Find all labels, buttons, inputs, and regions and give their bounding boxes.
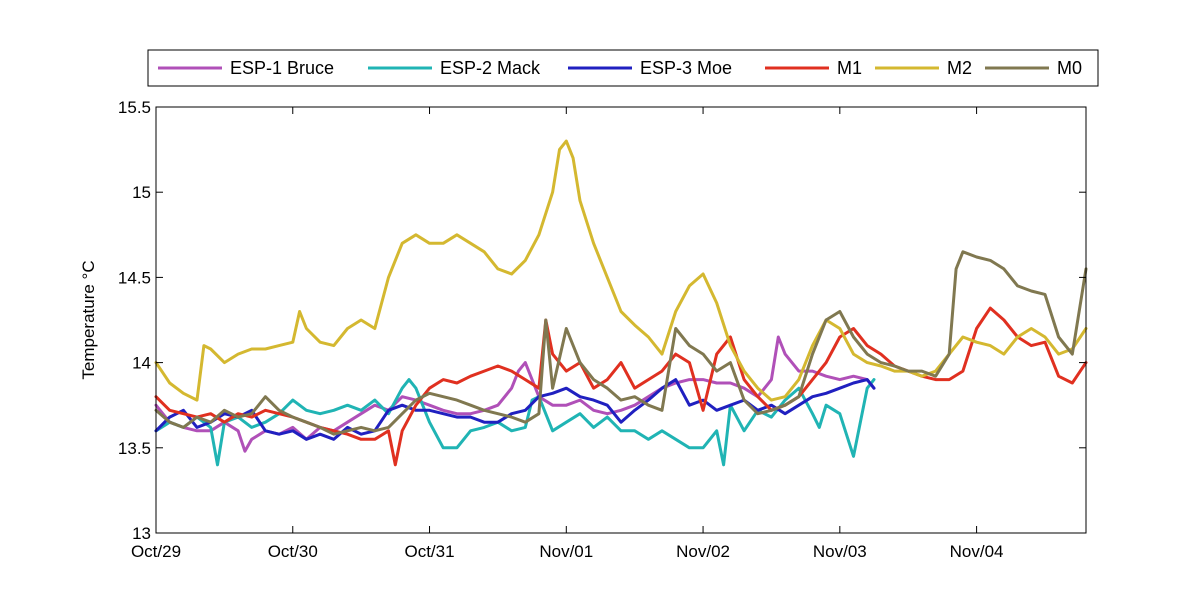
- series-line-5: [154, 250, 1088, 436]
- x-tick-label: Nov/01: [539, 542, 593, 561]
- series-line-2: [154, 378, 876, 441]
- x-tick-label: Nov/04: [950, 542, 1004, 561]
- y-tick-label: 15.5: [118, 98, 151, 117]
- y-tick-label: 13: [132, 524, 151, 543]
- x-tick-label: Oct/30: [268, 542, 318, 561]
- y-axis-label: Temperature °C: [79, 260, 98, 379]
- y-tick-label: 14: [132, 354, 151, 373]
- legend-label-2: ESP-3 Moe: [640, 58, 732, 78]
- x-tick-label: Oct/31: [404, 542, 454, 561]
- legend-label-5: M0: [1057, 58, 1082, 78]
- legend-label-4: M2: [947, 58, 972, 78]
- legend-label-0: ESP-1 Bruce: [230, 58, 334, 78]
- legend-label-1: ESP-2 Mack: [440, 58, 541, 78]
- y-tick-label: 15: [132, 183, 151, 202]
- plot-area: [156, 107, 1086, 533]
- axes-frame: [155, 106, 1087, 534]
- y-tick-label: 14.5: [118, 268, 151, 287]
- x-axis: Oct/29 Oct/30 Oct/31 Nov/01 Nov/02 Nov/03 Nov/…: [131, 107, 1004, 561]
- y-axis: 13 13.5 14 14.5 15 15.5: [118, 98, 1086, 543]
- legend: ESP-1 Bruce ESP-2 Mack ESP-3 Moe M1 M2 M0: [147, 49, 1099, 87]
- series-layer: [154, 139, 1088, 467]
- x-tick-label: Oct/29: [131, 542, 181, 561]
- series-line-4: [154, 139, 1088, 402]
- x-tick-label: Nov/03: [813, 542, 867, 561]
- x-tick-label: Nov/02: [676, 542, 730, 561]
- y-tick-label: 13.5: [118, 439, 151, 458]
- legend-label-3: M1: [837, 58, 862, 78]
